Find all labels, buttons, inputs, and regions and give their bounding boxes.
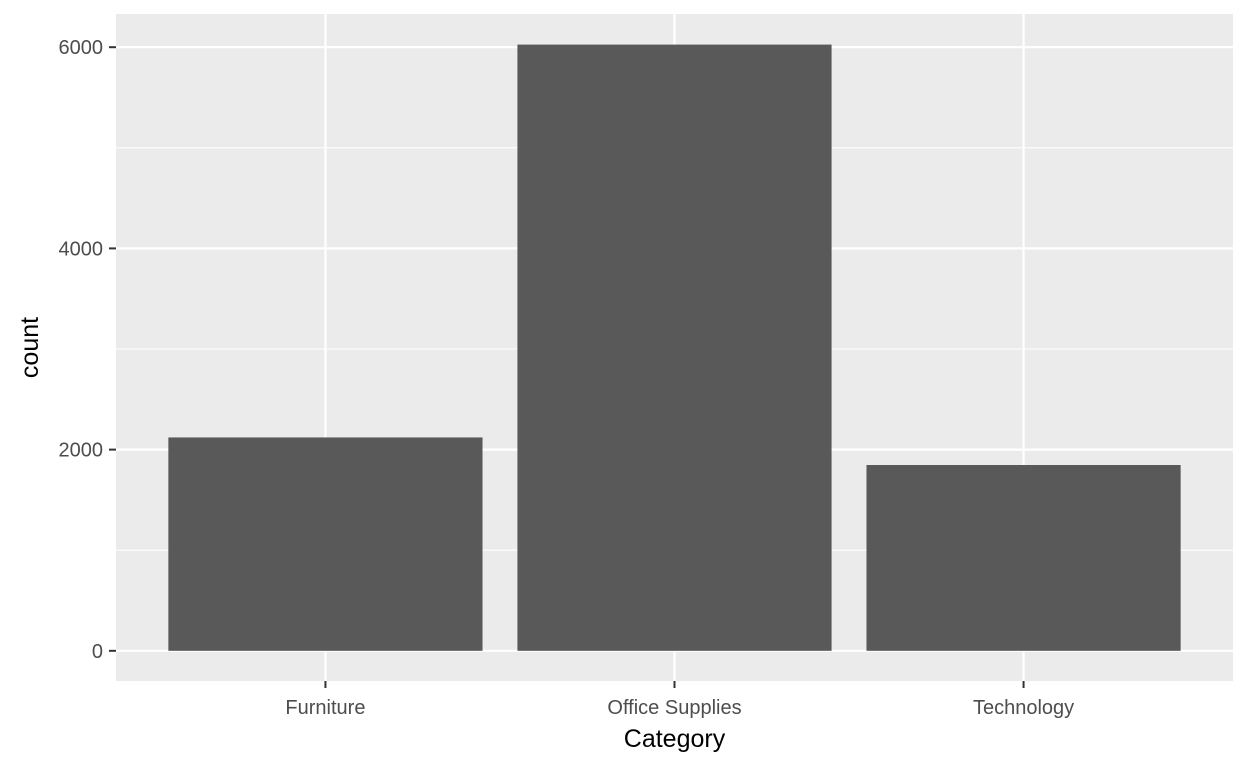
bar-office-supplies <box>517 44 832 651</box>
x-axis: Furniture Office Supplies Technology <box>285 681 1074 719</box>
x-tick-label: Office Supplies <box>607 697 741 719</box>
bar-technology <box>866 465 1181 651</box>
bars <box>168 44 1181 651</box>
x-tick-label: Furniture <box>285 697 365 719</box>
y-tick-label: 2000 <box>59 440 104 462</box>
y-tick-label: 4000 <box>59 238 104 260</box>
x-tick-label: Technology <box>973 697 1074 719</box>
y-axis: 0 2000 4000 6000 <box>59 37 116 663</box>
y-tick-label: 0 <box>92 641 103 663</box>
y-tick-label: 6000 <box>59 37 104 59</box>
y-axis-title: count <box>16 317 44 378</box>
bar-furniture <box>168 437 483 651</box>
x-axis-title: Category <box>624 725 726 753</box>
